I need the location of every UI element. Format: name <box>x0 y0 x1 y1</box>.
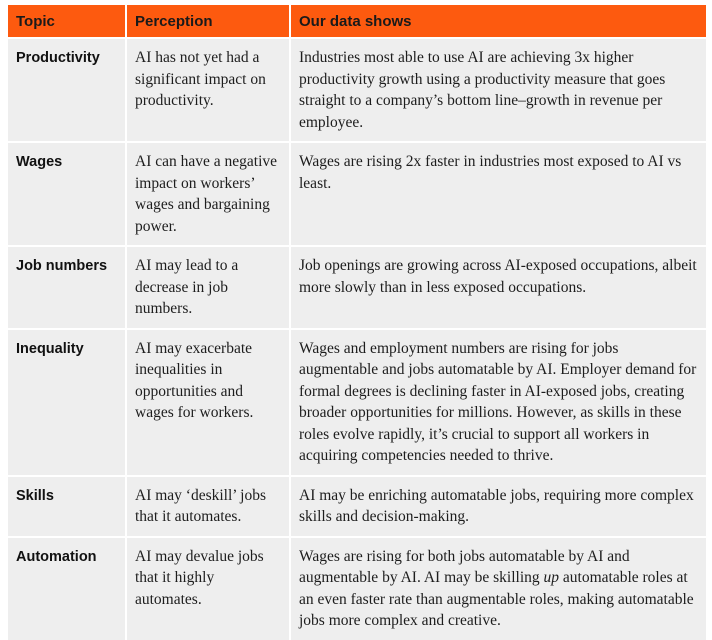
row-perception: AI can have a negative impact on workers… <box>126 141 291 246</box>
table-header-row: Topic Perception Our data shows <box>8 5 706 38</box>
table-row: Job numbers AI may lead to a decrease in… <box>8 245 706 329</box>
table-row: Automation AI may devalue jobs that it h… <box>8 535 706 640</box>
table-row: Skills AI may ‘deskill’ jobs that it aut… <box>8 474 706 537</box>
row-data-emphasis: up <box>543 569 560 586</box>
header-data: Our data shows <box>290 5 706 38</box>
row-data: Industries most able to use AI are achie… <box>290 37 706 142</box>
row-perception: AI may lead to a decrease in job numbers… <box>126 245 291 329</box>
perception-vs-data-table: Topic Perception Our data shows Producti… <box>8 5 706 640</box>
row-topic: Wages <box>8 141 127 246</box>
row-data: Job openings are growing across AI-expos… <box>290 245 706 329</box>
table-row: Productivity AI has not yet had a signif… <box>8 37 706 142</box>
row-topic: Job numbers <box>8 245 127 329</box>
row-data-text-before: Wages are rising for both jobs automatab… <box>299 547 630 587</box>
row-topic: Inequality <box>8 327 127 476</box>
row-topic: Automation <box>8 535 127 640</box>
header-perception: Perception <box>126 5 291 38</box>
row-topic: Skills <box>8 474 127 537</box>
row-perception: AI may ‘deskill’ jobs that it automates. <box>126 474 291 537</box>
comparison-table: Topic Perception Our data shows Producti… <box>8 5 706 640</box>
row-topic: Productivity <box>8 37 127 142</box>
row-perception: AI may devalue jobs that it highly autom… <box>126 535 291 640</box>
row-data: AI may be enriching automatable jobs, re… <box>290 474 706 537</box>
row-data: Wages are rising 2x faster in industries… <box>290 141 706 246</box>
table-row: Inequality AI may exacerbate inequalitie… <box>8 327 706 476</box>
row-data: Wages are rising for both jobs automatab… <box>290 535 706 640</box>
row-data: Wages and employment numbers are rising … <box>290 327 706 476</box>
header-topic: Topic <box>8 5 127 38</box>
row-perception: AI may exacerbate inequalities in opport… <box>126 327 291 476</box>
row-perception: AI has not yet had a significant impact … <box>126 37 291 142</box>
table-row: Wages AI can have a negative impact on w… <box>8 141 706 246</box>
